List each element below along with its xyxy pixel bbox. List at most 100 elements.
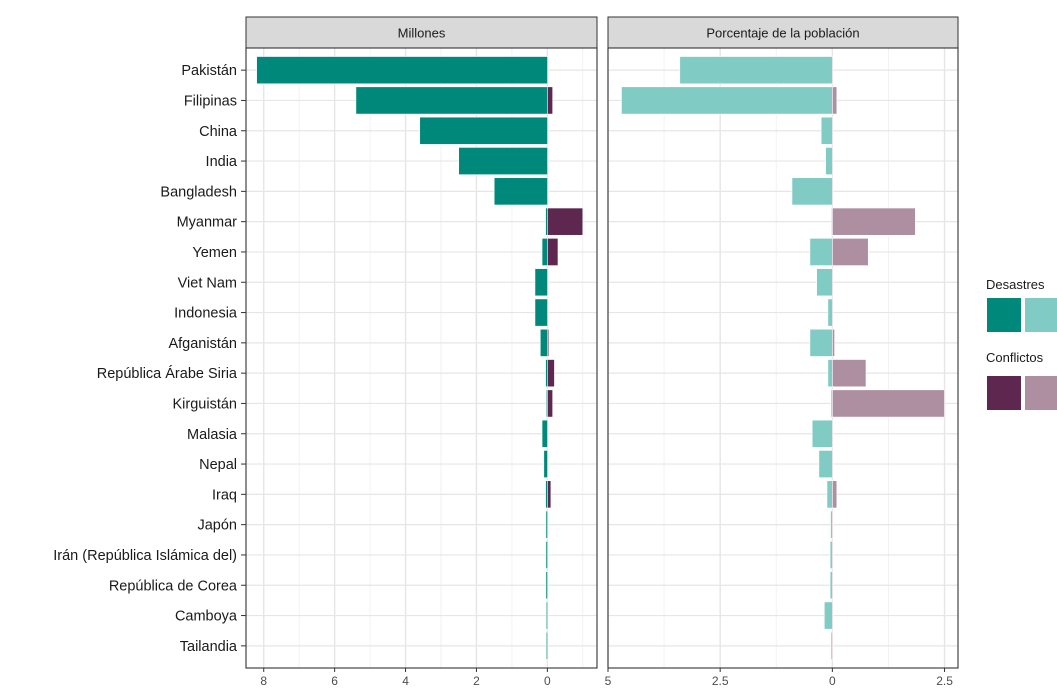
bar-conflictos bbox=[832, 177, 834, 206]
bar-conflictos bbox=[547, 631, 549, 660]
bar-desastres bbox=[419, 116, 548, 145]
bar-conflictos bbox=[547, 116, 549, 145]
bar-conflictos bbox=[547, 601, 549, 630]
bar-desastres bbox=[493, 177, 548, 206]
x-tick-label: 5 bbox=[605, 674, 612, 688]
bar-desastres bbox=[825, 147, 833, 175]
bar-conflictos bbox=[547, 571, 549, 600]
y-tick-label: Tailandia bbox=[180, 639, 238, 655]
bar-conflictos bbox=[832, 480, 838, 509]
bar-conflictos bbox=[547, 147, 549, 175]
y-tick-label: Afganistán bbox=[168, 336, 237, 352]
bars-group bbox=[621, 56, 945, 660]
bar-conflictos bbox=[832, 631, 834, 660]
legend-swatch bbox=[987, 298, 1021, 332]
y-tick-label: Yemen bbox=[192, 245, 237, 261]
bar-conflictos bbox=[832, 389, 945, 418]
bar-desastres bbox=[827, 298, 833, 327]
panel-background bbox=[608, 48, 958, 668]
y-tick-label: República de Corea bbox=[109, 578, 238, 594]
bar-conflictos bbox=[832, 571, 834, 600]
bar-conflictos bbox=[832, 86, 838, 115]
y-tick-label: Camboya bbox=[175, 609, 238, 625]
x-tick-label: 6 bbox=[331, 674, 338, 688]
bar-conflictos bbox=[547, 510, 549, 539]
bar-conflictos bbox=[547, 480, 552, 509]
y-tick-label: Malasia bbox=[187, 427, 238, 443]
bar-conflictos bbox=[547, 238, 559, 266]
y-tick-label: Iraq bbox=[212, 487, 237, 503]
panel-border bbox=[245, 47, 598, 669]
y-tick-label: Filipinas bbox=[184, 93, 237, 109]
bar-conflictos bbox=[832, 116, 834, 145]
legend-title: Desastres bbox=[986, 277, 1045, 292]
bar-conflictos bbox=[832, 207, 916, 236]
bar-desastres bbox=[829, 571, 833, 600]
bar-desastres bbox=[816, 268, 833, 297]
bar-desastres bbox=[809, 238, 833, 266]
bar-desastres bbox=[539, 328, 548, 357]
bar-conflictos bbox=[832, 298, 834, 327]
y-tick-label: Bangladesh bbox=[160, 184, 237, 200]
x-tick-label: 2.5 bbox=[712, 674, 729, 688]
panel-strip bbox=[245, 16, 598, 49]
bar-conflictos bbox=[832, 541, 834, 569]
bar-conflictos bbox=[547, 389, 553, 418]
bar-conflictos bbox=[547, 177, 549, 206]
bar-conflictos bbox=[547, 328, 550, 357]
bar-desastres bbox=[820, 116, 833, 145]
x-tick-label: 0 bbox=[829, 674, 836, 688]
y-tick-label: China bbox=[199, 124, 238, 140]
bar-conflictos bbox=[547, 86, 553, 115]
y-tick-label: Indonesia bbox=[174, 306, 238, 322]
x-tick-label: 4 bbox=[402, 674, 409, 688]
y-tick-label: Pakistán bbox=[181, 63, 237, 79]
y-tick-label: Kirguistán bbox=[173, 396, 237, 412]
bar-conflictos bbox=[547, 56, 549, 85]
y-tick-label: Myanmar bbox=[177, 215, 238, 231]
panel-strip bbox=[607, 16, 959, 49]
y-tick-label: Viet Nam bbox=[178, 275, 237, 291]
x-tick-label: 2 bbox=[473, 674, 480, 688]
x-tick-label: 8 bbox=[260, 674, 267, 688]
bar-conflictos bbox=[832, 268, 834, 297]
bar-conflictos bbox=[832, 419, 834, 448]
bar-desastres bbox=[541, 238, 548, 266]
y-tick-label: Japón bbox=[197, 518, 237, 534]
bar-conflictos bbox=[832, 450, 834, 478]
legend-title: Conflictos bbox=[986, 350, 1044, 365]
bar-conflictos bbox=[547, 298, 549, 327]
bar-conflictos bbox=[832, 328, 835, 357]
bar-desastres bbox=[458, 147, 548, 175]
panel-title: Millones bbox=[398, 26, 446, 41]
bar-desastres bbox=[823, 601, 833, 630]
bar-conflictos bbox=[832, 56, 834, 85]
bar-desastres bbox=[826, 480, 833, 509]
bar-conflictos bbox=[547, 541, 549, 569]
bar-conflictos bbox=[547, 359, 555, 388]
bar-desastres bbox=[355, 86, 548, 115]
bar-conflictos bbox=[832, 147, 834, 175]
legend-swatch bbox=[1025, 376, 1057, 410]
bars-group bbox=[256, 56, 584, 660]
bar-desastres bbox=[809, 328, 833, 357]
y-tick-label: Irán (República Islámica del) bbox=[53, 548, 237, 564]
bar-desastres bbox=[818, 450, 833, 478]
panel-border bbox=[607, 47, 959, 669]
panel-title: Porcentaje de la población bbox=[706, 26, 859, 41]
bar-conflictos bbox=[832, 510, 834, 539]
bar-conflictos bbox=[547, 419, 549, 448]
legend-swatch bbox=[987, 376, 1021, 410]
bar-conflictos bbox=[832, 238, 869, 266]
bar-desastres bbox=[541, 419, 548, 448]
bar-desastres bbox=[256, 56, 548, 85]
x-tick-label: 2.5 bbox=[936, 674, 953, 688]
bar-desastres bbox=[534, 298, 548, 327]
bar-desastres bbox=[827, 359, 833, 388]
bar-conflictos bbox=[547, 207, 584, 236]
x-tick-label: 0 bbox=[544, 674, 551, 688]
bar-conflictos bbox=[832, 359, 867, 388]
bar-desastres bbox=[829, 541, 833, 569]
